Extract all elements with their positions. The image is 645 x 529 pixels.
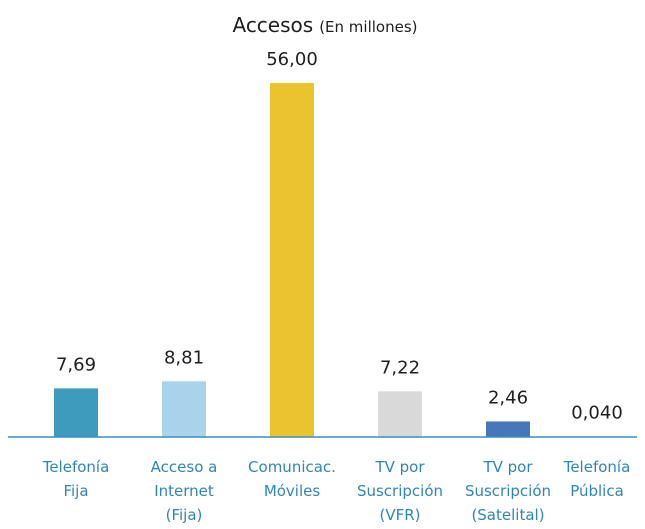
category-label-line: (VFR) [379,506,420,524]
bar-4 [486,421,530,437]
category-label-4: TV por Suscripción (Satelital) [465,458,551,524]
value-label-1: 8,81 [164,347,204,368]
chart-subtitle: (En millones) [319,18,417,36]
category-label-line: Fija [63,482,88,500]
category-label-line: Internet [154,482,214,500]
category-label-line: Comunicac. [248,458,336,476]
category-labels-group: Telefonía Fija Acceso a Internet (Fija) Comun… [42,458,631,524]
category-label-3: TV por Suscripción (VFR) [357,458,443,524]
value-label-4: 2,46 [488,387,528,408]
category-label-line: TV por [482,458,533,476]
category-label-line: Suscripción [357,482,443,500]
value-label-2: 56,00 [266,49,318,70]
value-label-0: 7,69 [56,354,96,375]
category-label-line: (Satelital) [471,506,544,524]
category-label-2: Comunicac. Móviles [248,458,336,500]
category-label-line: (Fija) [166,506,203,524]
category-label-line: Acceso a [151,458,218,476]
category-label-5: Telefonía Pública [563,458,631,500]
chart-title: Accesos (En millones) [232,13,417,37]
category-label-line: TV por [374,458,425,476]
category-label-1: Acceso a Internet (Fija) [151,458,218,524]
bars-group: 7,69 8,81 56,00 7,22 2,46 0,040 [54,49,623,437]
category-label-line: Móviles [264,482,321,500]
bar-1 [162,381,206,437]
category-label-line: Suscripción [465,482,551,500]
value-label-5: 0,040 [571,403,623,424]
bar-0 [54,388,98,437]
category-label-line: Telefonía [563,458,631,476]
chart-title-main: Accesos [232,13,313,37]
category-label-line: Telefonía [42,458,110,476]
value-label-3: 7,22 [380,357,420,378]
category-label-line: Pública [570,482,624,500]
category-label-0: Telefonía Fija [42,458,110,500]
bar-3 [378,391,422,437]
bar-2 [270,83,314,437]
